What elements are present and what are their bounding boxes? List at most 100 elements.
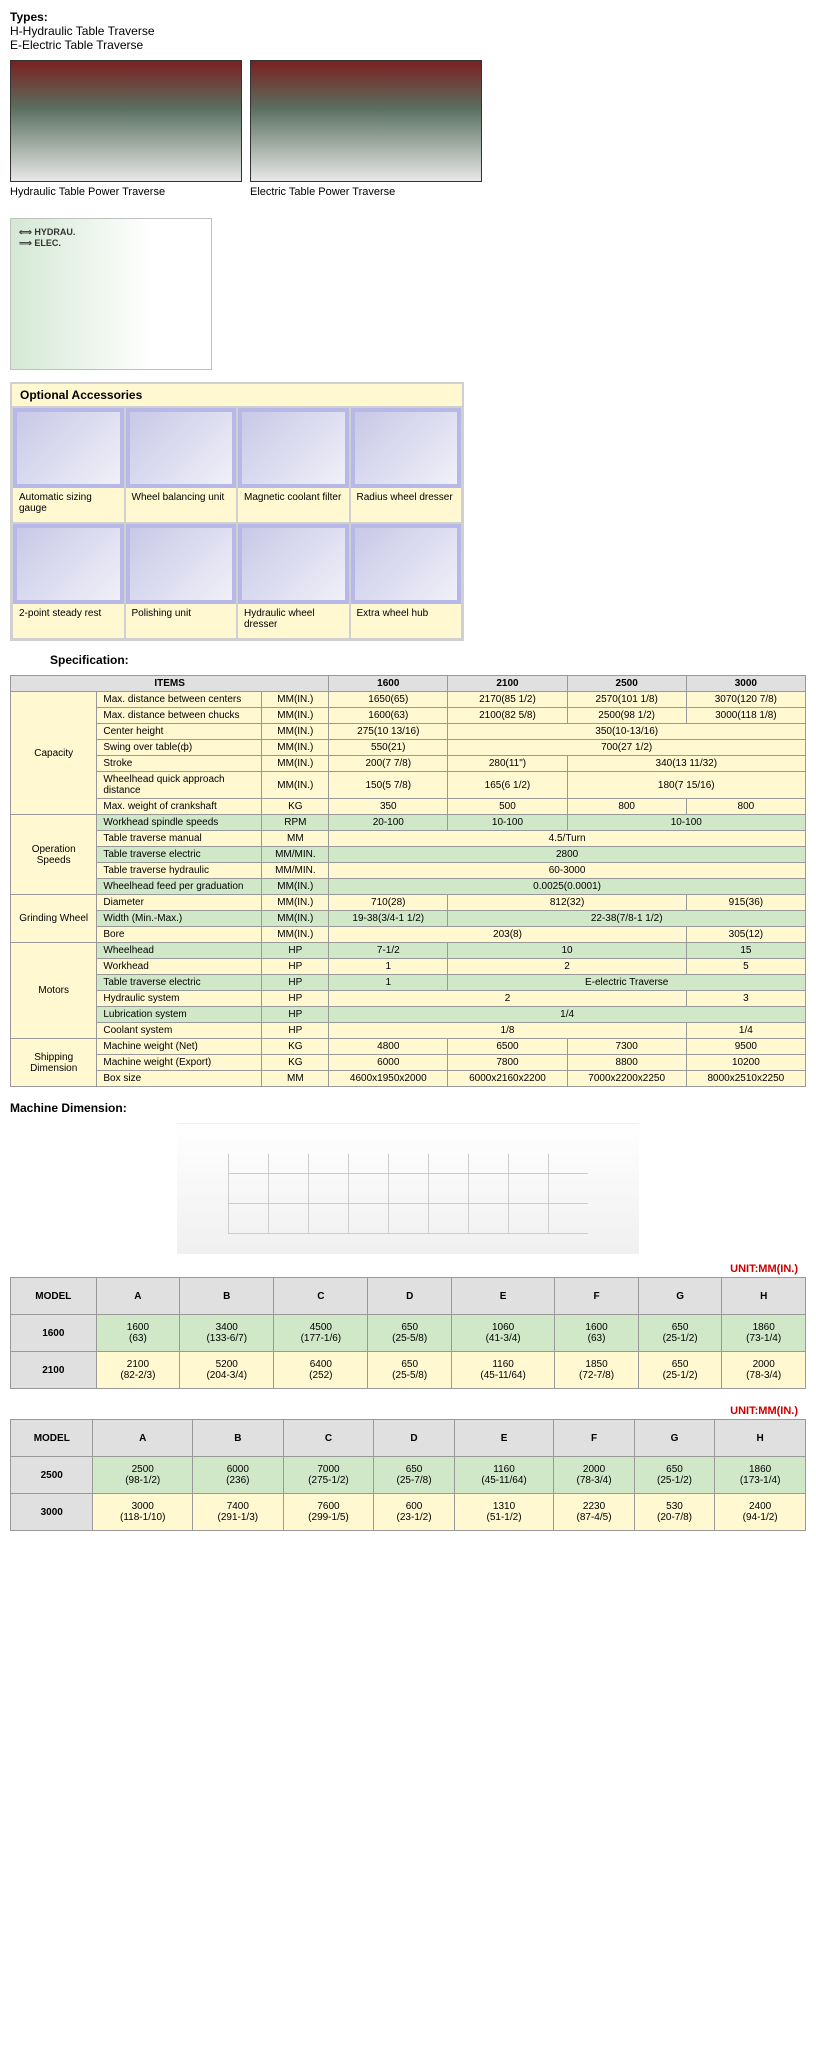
unit-cell: HP [262,959,329,975]
item-label: Machine weight (Export) [97,1055,262,1071]
accessory-cell: Hydraulic wheel dresser [237,523,350,639]
item-label: Lubrication system [97,1007,262,1023]
value-cell: 3000(118 1/8) [686,708,805,724]
dim-value-cell: 1850 (72-7/8) [555,1352,639,1389]
value-cell: 6500 [448,1039,567,1055]
value-cell: 8800 [567,1055,686,1071]
unit-cell: MM(IN.) [262,692,329,708]
value-cell: 203(8) [329,927,687,943]
value-cell: 6000 [329,1055,448,1071]
machine-dimension-heading: Machine Dimension: [10,1101,806,1115]
value-cell: 305(12) [686,927,805,943]
item-label: Max. distance between centers [97,692,262,708]
traverse-diagram [10,218,212,370]
electric-machine-image [250,60,482,182]
value-cell: 7800 [448,1055,567,1071]
item-label: Diameter [97,895,262,911]
accessory-label: Polishing unit [126,604,237,638]
accessory-image [351,408,462,488]
dim-col-header: H [722,1278,806,1315]
value-cell: 800 [567,799,686,815]
unit-cell: HP [262,991,329,1007]
category-cell: Grinding Wheel [11,895,97,943]
value-cell: 1650(65) [329,692,448,708]
dim-value-cell: 650 (25-1/2) [638,1315,722,1352]
value-cell: 1600(63) [329,708,448,724]
dim-value-cell: 650 (25-7/8) [374,1457,454,1494]
accessory-cell: 2-point steady rest [12,523,125,639]
accessory-label: Wheel balancing unit [126,488,237,522]
value-cell: 7300 [567,1039,686,1055]
value-cell: 5 [686,959,805,975]
machine-caption-2: Electric Table Power Traverse [250,186,482,198]
unit-cell: HP [262,975,329,991]
optional-accessories-heading: Optional Accessories [12,384,462,407]
dim-col-header: E [451,1278,554,1315]
dim-col-header: A [96,1278,180,1315]
accessory-image [126,408,237,488]
dim-col-header: B [180,1278,274,1315]
accessory-label: 2-point steady rest [13,604,124,638]
value-cell: 2800 [329,847,806,863]
dim-value-cell: 650 (25-5/8) [368,1352,452,1389]
accessory-label: Radius wheel dresser [351,488,462,522]
category-cell: Operation Speeds [11,815,97,895]
dim-value-cell: 650 (25-1/2) [634,1457,714,1494]
value-cell: 60-3000 [329,863,806,879]
unit-cell: HP [262,1007,329,1023]
dim-col-header: D [374,1420,454,1457]
model-header: 2500 [567,676,686,692]
value-cell: 8000x2510x2250 [686,1071,805,1087]
item-label: Swing over table(ф) [97,740,262,756]
optional-accessories-section: Optional Accessories Automatic sizing ga… [10,382,464,641]
unit-cell: KG [262,799,329,815]
dim-value-cell: 2230 (87-4/5) [554,1494,634,1531]
item-label: Workhead [97,959,262,975]
value-cell: 19-38(3/4-1 1/2) [329,911,448,927]
types-header: Types: H-Hydraulic Table Traverse E-Elec… [10,10,806,52]
machine-block-2: Electric Table Power Traverse [250,60,482,198]
unit-label-1: UNIT:MM(IN.) [10,1263,798,1275]
item-label: Wheelhead feed per graduation [97,879,262,895]
value-cell: 3 [686,991,805,1007]
item-label: Table traverse manual [97,831,262,847]
item-label: Box size [97,1071,262,1087]
unit-cell: MM [262,831,329,847]
category-cell: Shipping Dimension [11,1039,97,1087]
item-label: Table traverse electric [97,847,262,863]
value-cell: 1/8 [329,1023,687,1039]
item-label: Stroke [97,756,262,772]
dim-col-header: E [454,1420,554,1457]
model-header: 2100 [448,676,567,692]
item-label: Coolant system [97,1023,262,1039]
accessory-label: Automatic sizing gauge [13,488,124,522]
item-label: Center height [97,724,262,740]
value-cell: 550(21) [329,740,448,756]
dim-value-cell: 3000 (118-1/10) [93,1494,193,1531]
value-cell: 350(10-13/16) [448,724,806,740]
unit-cell: KG [262,1055,329,1071]
dim-value-cell: 4500 (177-1/6) [274,1315,368,1352]
accessory-image [351,524,462,604]
dim-value-cell: 1600 (63) [96,1315,180,1352]
value-cell: 10-100 [567,815,805,831]
unit-cell: MM(IN.) [262,927,329,943]
value-cell: 1/4 [686,1023,805,1039]
category-cell: Capacity [11,692,97,815]
dim-col-header: A [93,1420,193,1457]
hydraulic-machine-image [10,60,242,182]
dim-value-cell: 7400 (291-1/3) [192,1494,283,1531]
item-label: Wheelhead quick approach distance [97,772,262,799]
dim-col-header: C [274,1278,368,1315]
value-cell: E-electric Traverse [448,975,806,991]
accessory-image [238,524,349,604]
dim-value-cell: 1860 (73-1/4) [722,1315,806,1352]
unit-cell: MM(IN.) [262,708,329,724]
value-cell: 340(13 11/32) [567,756,805,772]
dim-col-header: F [554,1420,634,1457]
value-cell: 800 [686,799,805,815]
dim-col-header: G [638,1278,722,1315]
dim-model-cell: 2500 [11,1457,93,1494]
dim-col-header: B [192,1420,283,1457]
dim-value-cell: 3400 (133-6/7) [180,1315,274,1352]
